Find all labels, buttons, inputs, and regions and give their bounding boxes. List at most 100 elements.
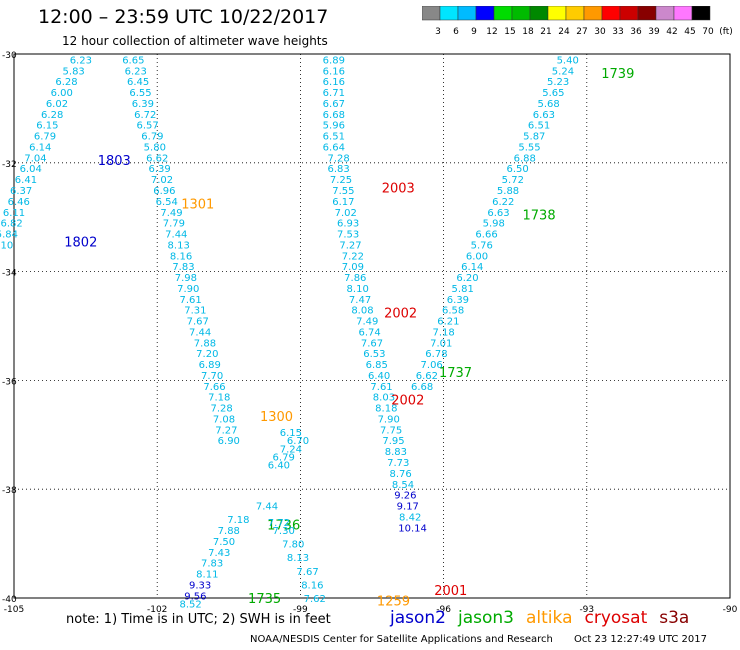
swh-value: 6.79 [141,132,163,143]
swh-value: 6.90 [218,436,240,447]
map-title: 12:00 – 23:59 UTC 10/22/2017 [38,6,329,28]
swh-value: 5.87 [523,132,545,143]
legend-tick: 9 [471,27,477,37]
swh-value: 5.96 [323,121,345,132]
swh-value: 6.00 [51,88,73,99]
swh-value: 7.09 [342,262,364,273]
swh-value: 6.96 [153,186,175,197]
swh-value: 6.85 [366,360,388,371]
swh-value: 6.02 [46,99,68,110]
satellite-legend: jason2 jason3 altika cryosat s3a [390,608,701,628]
swh-value: 10.14 [398,523,427,534]
satellite-jason2-label: jason2 [390,608,446,628]
swh-value: 6.16 [323,66,345,77]
swh-value: 7.62 [304,594,326,605]
swh-value: 6.89 [199,360,221,371]
footer-center: NOAA/NESDIS Center for Satellite Applica… [250,634,553,645]
legend-tick: 45 [684,27,695,37]
legend-tick: 33 [612,27,623,37]
swh-value: 6.46 [8,197,30,208]
track-time-label: 1259 [377,595,410,610]
swh-value: 7.66 [203,382,225,393]
swh-value: 7.90 [177,284,199,295]
swh-value: 7.28 [327,153,349,164]
legend-tick: 39 [648,27,660,37]
swh-value: 7.95 [382,436,404,447]
swh-value: 8.13 [287,553,309,564]
swh-value: 6.67 [323,99,345,110]
units-note: note: 1) Time is in UTC; 2) SWH is in fe… [66,612,331,627]
swh-value: 8.54 [392,480,414,491]
swh-value: 7.02 [151,175,173,186]
swh-value: 6.39 [447,295,469,306]
swh-value: 7.28 [211,404,233,415]
swh-value: 7.44 [165,230,187,241]
swh-value: 7.27 [215,425,237,436]
lat-tick-label: -36 [2,377,17,387]
track-time-label: 2002 [391,393,424,408]
swh-value: 5.84 [0,230,18,241]
swh-value: 6.37 [10,186,32,197]
swh-value: 7.08 [213,414,235,425]
legend-tick: 15 [504,27,515,37]
swh-value: 7.53 [337,230,359,241]
lon-tick-label: -96 [436,605,451,615]
swh-value: 7.67 [296,567,318,578]
swh-value: 5.65 [542,88,564,99]
swh-value: 7.88 [194,338,216,349]
swh-value: 6.62 [416,371,438,382]
swh-value: 5.83 [63,66,85,77]
swh-value: 5.80 [144,142,166,153]
swh-value: 8.83 [385,447,407,458]
swh-value: 7.44 [189,327,211,338]
track-time-label: 2002 [384,306,417,321]
swh-value: 6.16 [323,77,345,88]
swh-value: 6.21 [437,317,459,328]
swh-value: 8.10 [347,284,369,295]
swh-value: 7.72 [268,518,290,529]
swh-value: 6.79 [34,132,56,143]
swh-value: 6.70 [287,436,309,447]
swh-value: 6.64 [323,142,345,153]
swh-value: 7.20 [196,349,218,360]
swh-value: 7.80 [282,540,304,551]
swh-value: 7.49 [160,208,182,219]
swh-value: 6.28 [41,110,63,121]
satellite-s3a-label: s3a [659,608,690,628]
swh-value: 6.89 [323,55,345,66]
swh-value: 6.68 [323,110,345,121]
swh-value: 6.54 [156,197,178,208]
legend-tick: 21 [540,27,551,37]
swh-value: 5.23 [547,77,569,88]
swh-value: 6.58 [442,306,464,317]
swh-value: 5.88 [497,186,519,197]
swh-value: 7.22 [342,251,364,262]
swh-value: 6.78 [425,349,447,360]
swh-value: 7.18 [227,515,249,526]
legend-tick: 30 [594,27,606,37]
color-legend: 3 6 9 12 15 18 21 24 27 30 33 36 39 42 45 70 (ft) [422,6,733,37]
swh-value: 6.55 [129,88,151,99]
swh-value: 7.61 [370,382,392,393]
track-time-label: 2003 [382,181,415,196]
lat-tick-label: -34 [2,269,17,279]
swh-value: 6.45 [127,77,149,88]
swh-value: 6.82 [0,219,22,230]
swh-value: 7.24 [280,444,302,455]
swh-value: 6.74 [358,327,380,338]
legend-tick: 42 [666,27,677,37]
swh-value: 7.47 [349,295,371,306]
swh-value: 6.39 [148,164,170,175]
swh-value: 7.06 [421,360,443,371]
swh-value: 6.63 [487,208,509,219]
swh-value: 8.13 [168,240,190,251]
swh-value: 6.23 [70,55,92,66]
satellite-altika-label: altika [526,608,573,628]
swh-value: 7.55 [332,186,354,197]
swh-value: 6.62 [146,153,168,164]
swh-value: 6.22 [492,197,514,208]
swh-value: 6.15 [36,121,58,132]
swh-value: 7.88 [218,526,240,537]
swh-value: 6.14 [29,142,51,153]
swh-value: 7.73 [387,458,409,469]
